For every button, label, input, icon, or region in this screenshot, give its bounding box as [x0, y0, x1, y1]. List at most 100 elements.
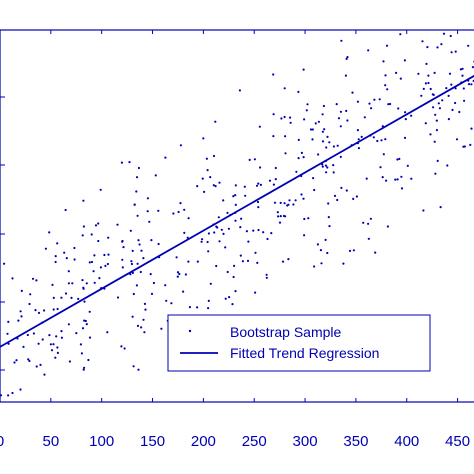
sample-point	[85, 282, 88, 285]
legend: Bootstrap Sample Fitted Trend Regression	[167, 314, 431, 372]
sample-point	[279, 201, 282, 204]
sample-point	[384, 84, 387, 87]
sample-point	[206, 169, 209, 172]
sample-point	[0, 394, 3, 397]
sample-point	[339, 155, 342, 158]
sample-point	[104, 264, 107, 267]
sample-point	[268, 179, 272, 182]
sample-point	[196, 260, 199, 263]
sample-point	[157, 209, 160, 212]
sample-point	[84, 319, 87, 323]
sample-point	[234, 290, 237, 293]
sample-point	[276, 211, 279, 214]
sample-point	[60, 296, 63, 299]
sample-point	[67, 282, 70, 285]
sample-point	[64, 208, 67, 212]
sample-point	[387, 103, 390, 106]
sample-point	[440, 43, 443, 46]
sample-point	[140, 326, 143, 329]
sample-point	[87, 358, 90, 362]
sample-point	[13, 361, 16, 364]
sample-point	[149, 273, 152, 276]
sample-point	[88, 261, 91, 264]
sample-point	[399, 33, 402, 36]
sample-point	[327, 202, 330, 205]
sample-point	[37, 342, 40, 345]
sample-point	[175, 256, 178, 259]
sample-point	[252, 229, 255, 232]
sample-point	[241, 260, 244, 263]
x-tick-label: 0	[0, 433, 4, 450]
sample-point	[131, 249, 134, 252]
sample-point	[384, 74, 387, 77]
sample-point	[32, 332, 36, 335]
sample-point	[316, 243, 319, 246]
sample-point	[351, 91, 354, 94]
sample-point	[302, 68, 305, 71]
legend-label-fitted-trend: Fitted Trend Regression	[230, 345, 379, 361]
sample-point	[254, 291, 257, 294]
sample-point	[82, 368, 85, 371]
sample-point	[283, 202, 286, 205]
sample-point	[142, 318, 145, 321]
sample-point	[79, 343, 82, 346]
sample-point	[179, 202, 182, 205]
sample-point	[326, 166, 329, 169]
sample-point	[369, 217, 372, 220]
sample-point	[54, 260, 57, 264]
sample-point	[220, 228, 223, 231]
sample-point	[367, 237, 370, 240]
sample-point	[137, 239, 140, 242]
sample-point	[435, 129, 438, 132]
sample-point	[136, 324, 140, 327]
sample-point	[328, 141, 331, 144]
sample-point	[54, 255, 57, 258]
sample-point	[67, 270, 70, 273]
sample-point	[136, 262, 139, 265]
sample-point	[231, 303, 234, 306]
sample-point	[137, 368, 140, 371]
sample-point	[384, 138, 387, 141]
sample-point	[56, 242, 59, 245]
sample-point	[176, 275, 179, 278]
sample-point	[31, 277, 35, 280]
sample-point	[357, 138, 360, 141]
sample-point	[450, 51, 453, 54]
sample-point	[289, 121, 292, 124]
sample-point	[422, 209, 425, 212]
sample-point	[172, 212, 175, 215]
sample-point	[459, 68, 462, 71]
sample-point	[395, 71, 398, 74]
sample-point	[406, 164, 409, 167]
sample-point	[20, 289, 23, 292]
legend-box	[167, 314, 431, 372]
sample-point	[234, 219, 237, 222]
sample-point	[39, 363, 42, 366]
sample-point	[292, 203, 295, 206]
sample-point	[265, 276, 268, 279]
sample-point	[305, 109, 308, 112]
sample-point	[325, 171, 328, 174]
sample-point	[400, 175, 403, 178]
sample-point	[228, 296, 231, 299]
sample-point	[234, 194, 237, 197]
sample-point	[182, 290, 185, 293]
sample-point	[455, 138, 459, 141]
sample-point	[217, 216, 220, 219]
sample-point	[348, 249, 352, 252]
sample-point	[297, 157, 300, 160]
sample-point	[121, 258, 124, 261]
sample-point	[426, 46, 429, 49]
sample-point	[207, 299, 210, 302]
sample-point	[77, 297, 80, 300]
sample-point	[355, 195, 358, 198]
sample-point	[121, 266, 124, 269]
sample-point	[336, 198, 339, 202]
sample-point	[360, 135, 363, 138]
sample-point	[48, 334, 51, 337]
sample-point	[424, 122, 427, 125]
sample-point	[132, 292, 135, 296]
sample-point	[272, 73, 275, 76]
sample-point	[277, 215, 280, 218]
sample-point	[258, 125, 261, 128]
